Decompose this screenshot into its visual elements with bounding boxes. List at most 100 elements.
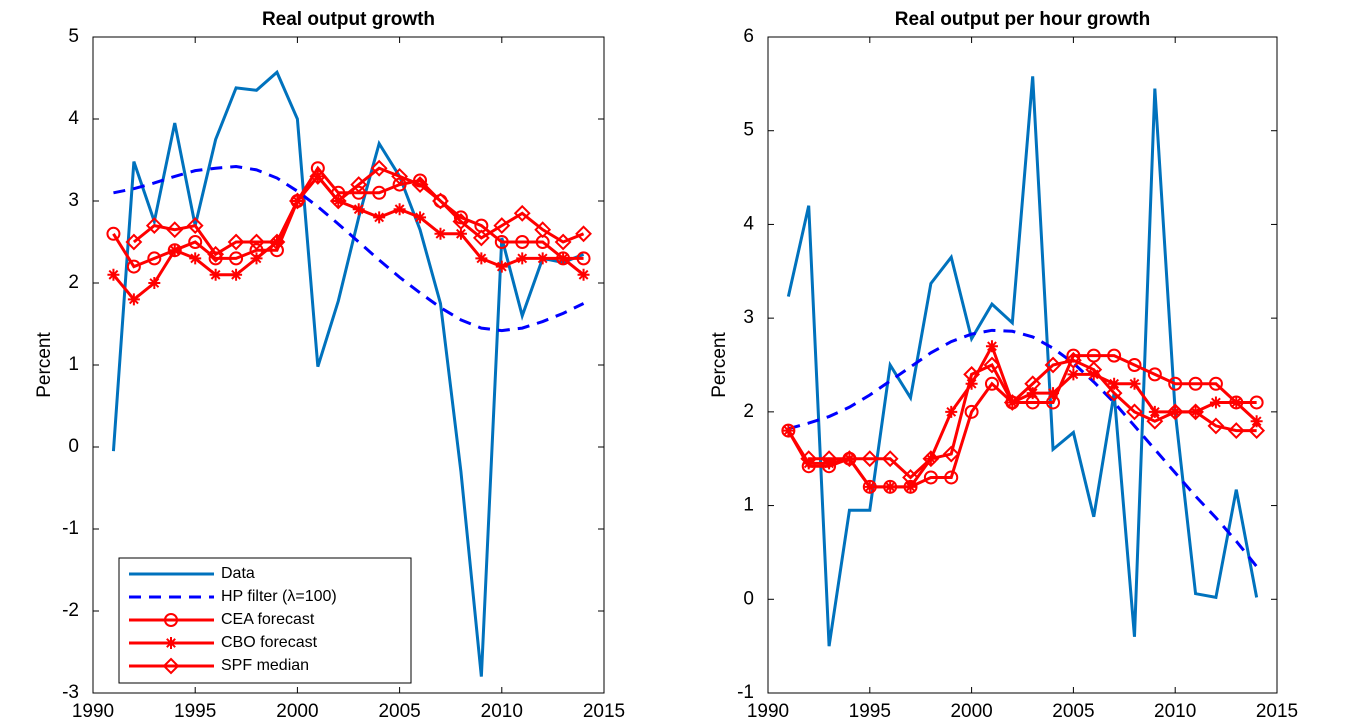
marker xyxy=(1003,394,1021,411)
y-tick-label: 4 xyxy=(68,108,79,129)
marker xyxy=(164,613,178,627)
series-line xyxy=(113,165,585,333)
marker xyxy=(189,252,202,265)
marker xyxy=(554,233,572,251)
marker xyxy=(392,177,407,192)
marker xyxy=(1085,361,1103,379)
y-tick-label: 0 xyxy=(743,588,754,609)
marker xyxy=(454,227,467,240)
marker xyxy=(1087,368,1100,381)
y-tick-label: 2 xyxy=(743,401,754,422)
marker xyxy=(782,424,795,437)
marker xyxy=(863,480,876,493)
chart-title: Real output per hour growth xyxy=(895,9,1150,30)
marker xyxy=(861,450,879,468)
marker xyxy=(1024,375,1042,393)
x-tick-label: 2015 xyxy=(1256,701,1298,722)
marker xyxy=(963,365,981,383)
marker xyxy=(536,252,549,265)
marker xyxy=(965,377,978,390)
marker xyxy=(370,159,388,177)
marker xyxy=(229,251,244,266)
axes-box xyxy=(92,36,605,694)
marker xyxy=(414,211,427,224)
marker xyxy=(250,252,263,265)
marker xyxy=(494,235,509,249)
y-tick-label: 1 xyxy=(68,354,79,375)
y-tick-label: -1 xyxy=(737,682,754,703)
marker xyxy=(1207,417,1225,435)
marker xyxy=(516,252,529,265)
marker xyxy=(127,293,140,306)
marker xyxy=(186,217,204,235)
marker xyxy=(576,251,591,266)
marker xyxy=(432,192,449,210)
marker xyxy=(557,252,570,265)
marker xyxy=(1128,377,1141,390)
marker xyxy=(188,235,203,249)
x-tick-label: 1995 xyxy=(849,701,891,722)
marker xyxy=(1108,377,1121,390)
marker xyxy=(329,192,347,210)
marker xyxy=(881,450,899,468)
marker xyxy=(1044,356,1062,374)
marker xyxy=(1107,348,1122,363)
marker xyxy=(1148,405,1161,418)
legend-label: Data xyxy=(221,565,255,582)
marker xyxy=(985,340,998,353)
y-tick-label: 0 xyxy=(68,436,79,457)
series-line xyxy=(786,76,1259,647)
marker xyxy=(434,227,447,240)
marker xyxy=(1026,387,1039,400)
marker xyxy=(1250,415,1263,428)
marker xyxy=(1248,422,1266,440)
marker xyxy=(288,192,306,210)
marker xyxy=(1227,422,1245,440)
marker xyxy=(1209,396,1222,409)
y-tick-label: 6 xyxy=(743,26,754,47)
x-tick-label: 2005 xyxy=(1052,701,1094,722)
marker xyxy=(983,356,1001,374)
series-line xyxy=(112,174,585,302)
marker xyxy=(1127,358,1142,372)
marker xyxy=(1249,395,1264,410)
x-tick-label: 2015 xyxy=(583,701,625,722)
marker xyxy=(391,167,409,185)
marker xyxy=(902,469,919,486)
marker xyxy=(575,225,592,243)
series-line xyxy=(787,328,1258,568)
y-tick-label: 2 xyxy=(68,272,79,293)
marker xyxy=(1067,368,1080,381)
marker xyxy=(923,470,938,485)
marker xyxy=(106,226,121,241)
x-tick-label: 2005 xyxy=(378,701,420,722)
marker xyxy=(884,480,897,493)
plot-area xyxy=(768,37,1277,693)
marker xyxy=(495,260,508,273)
series-line xyxy=(111,69,585,677)
marker xyxy=(145,217,163,235)
x-tick-label: 2000 xyxy=(950,701,992,722)
marker xyxy=(309,167,327,185)
marker xyxy=(823,457,836,470)
marker xyxy=(820,450,838,468)
marker xyxy=(1166,403,1184,421)
marker xyxy=(350,176,368,194)
marker xyxy=(148,277,161,289)
y-tick-label: 3 xyxy=(743,307,754,328)
axes-box xyxy=(767,36,1278,694)
marker xyxy=(1168,376,1183,391)
marker xyxy=(248,233,265,251)
marker xyxy=(372,185,387,200)
marker xyxy=(1047,387,1060,400)
x-tick-label: 1990 xyxy=(747,701,789,722)
marker xyxy=(944,470,959,485)
marker xyxy=(1146,412,1164,430)
marker xyxy=(165,637,177,649)
marker xyxy=(207,245,225,263)
marker xyxy=(904,480,917,493)
legend-label: SPF median xyxy=(221,657,309,674)
x-tick-label: 2010 xyxy=(1154,701,1196,722)
marker xyxy=(373,211,386,224)
